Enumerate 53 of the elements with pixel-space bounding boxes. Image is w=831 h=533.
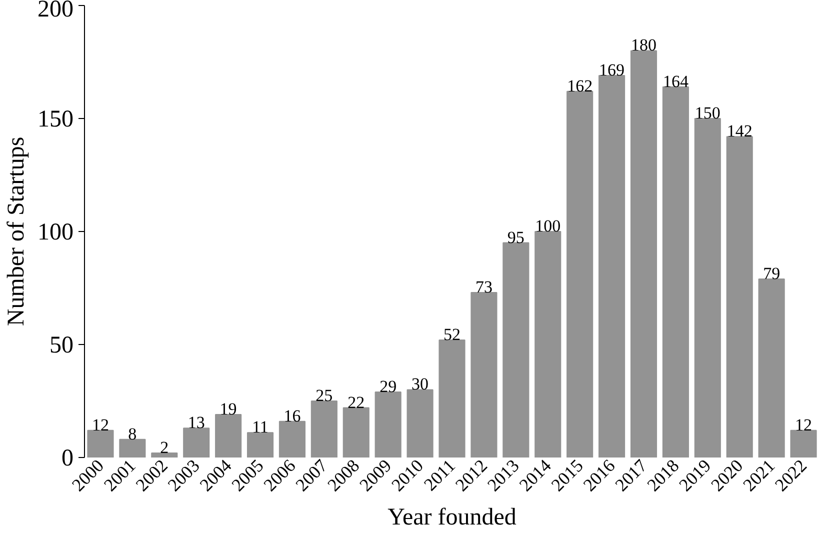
bar — [566, 90, 594, 458]
data-label: 22 — [348, 392, 365, 412]
bar — [502, 242, 530, 458]
data-label: 16 — [284, 406, 301, 426]
bar — [758, 278, 785, 458]
data-label: 2 — [160, 438, 169, 457]
data-label: 164 — [662, 72, 689, 91]
bar — [470, 292, 498, 458]
x-axis-title: Year founded — [388, 504, 516, 530]
bar — [87, 430, 114, 458]
data-label: 12 — [92, 415, 109, 434]
data-label: 79 — [763, 264, 780, 283]
bar — [183, 428, 210, 458]
bar — [662, 86, 689, 458]
bar — [151, 452, 178, 458]
bar — [694, 118, 721, 458]
data-label: 13 — [188, 413, 205, 432]
data-label: 8 — [128, 424, 137, 444]
bar — [215, 414, 242, 458]
data-label: 29 — [380, 376, 397, 396]
y-tick-label: 150 — [38, 106, 74, 132]
y-tick-label: 200 — [38, 0, 74, 22]
data-label: 19 — [220, 400, 237, 419]
data-label: 169 — [599, 60, 625, 80]
data-label: 11 — [252, 418, 268, 437]
bar — [374, 391, 402, 458]
data-label: 73 — [475, 278, 492, 297]
data-label: 25 — [316, 386, 333, 405]
bar — [630, 50, 658, 458]
data-label: 142 — [726, 122, 752, 141]
data-label: 30 — [412, 374, 429, 394]
bar — [598, 75, 626, 458]
data-label: 100 — [535, 216, 561, 236]
data-label: 162 — [567, 76, 593, 96]
y-tick-label: 50 — [50, 332, 74, 358]
data-label: 150 — [694, 104, 720, 122]
data-label: 12 — [795, 415, 812, 434]
data-label: 180 — [630, 36, 656, 55]
bar — [534, 231, 562, 458]
bar — [406, 389, 434, 458]
bar — [342, 407, 370, 458]
bar — [119, 438, 146, 458]
data-label: 52 — [444, 324, 460, 344]
bar — [790, 430, 817, 458]
bar — [278, 420, 306, 458]
y-tick-label: 100 — [38, 220, 74, 246]
bar — [310, 400, 338, 458]
bar — [438, 339, 466, 458]
y-axis-title: Number of Startups — [4, 136, 30, 326]
bar — [726, 136, 753, 458]
data-label: 95 — [507, 228, 524, 247]
bar — [246, 432, 274, 458]
y-tick-label: 0 — [62, 446, 74, 472]
